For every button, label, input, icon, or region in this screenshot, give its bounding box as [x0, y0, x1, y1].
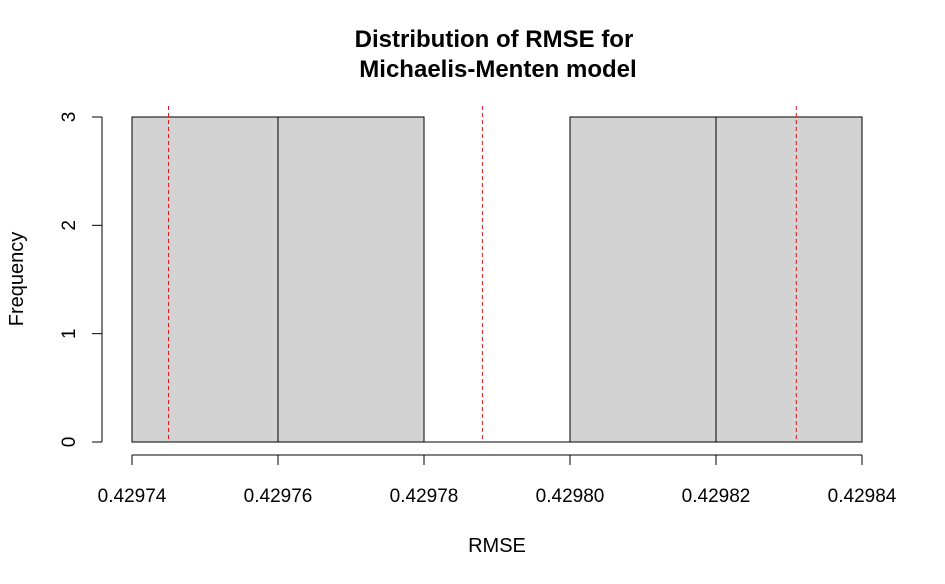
histogram-bars — [131, 116, 863, 443]
x-tick-label: 0.42974 — [98, 486, 167, 507]
y-tick-label: 1 — [59, 328, 80, 339]
histogram-bar — [277, 116, 425, 443]
x-tick-label: 0.42980 — [536, 486, 605, 507]
histogram-bar — [569, 116, 717, 443]
y-tick-label: 3 — [59, 112, 80, 123]
x-tick-label: 0.42984 — [828, 486, 897, 507]
histogram-bar — [715, 116, 863, 443]
chart-title-line-1: Distribution of RMSE for — [355, 26, 634, 53]
y-axis: 0 1 2 3 — [59, 112, 103, 448]
reference-lines — [168, 106, 797, 442]
x-axis: 0.42974 0.42976 0.42978 0.42980 0.42982 0.429… — [98, 454, 897, 507]
chart-title-line-2: Michaelis-Menten model — [359, 56, 636, 83]
y-tick-label: 0 — [59, 437, 80, 448]
x-tick-label: 0.42976 — [244, 486, 313, 507]
histogram-bar — [131, 116, 279, 443]
x-tick-label: 0.42982 — [682, 486, 751, 507]
x-tick-label: 0.42978 — [390, 486, 459, 507]
y-tick-label: 2 — [59, 220, 80, 231]
y-axis-label: Frequency — [6, 232, 28, 327]
x-axis-label: RMSE — [468, 535, 526, 557]
